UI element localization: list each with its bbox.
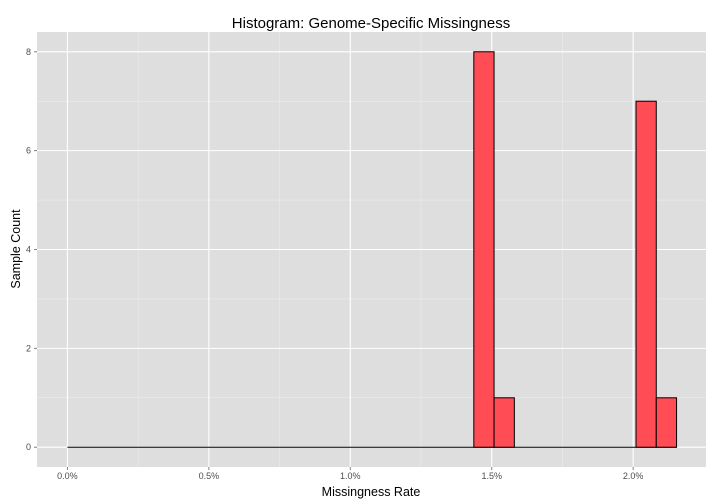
y-tick-label: 0	[26, 442, 31, 452]
histogram-bar	[473, 51, 495, 448]
y-tick-label: 4	[26, 245, 31, 255]
y-tick-label: 8	[26, 47, 31, 57]
histogram-bar	[493, 397, 515, 448]
y-tick-label: 2	[26, 343, 31, 353]
x-tick-label: 1.5%	[481, 471, 502, 481]
chart-title: Histogram: Genome-Specific Missingness	[232, 15, 510, 32]
axis-ticks: 0.0% 0.5% 1.0% 1.5% 2.0% 0 2 4 6 8	[26, 47, 643, 481]
histogram-bar	[635, 100, 657, 448]
x-tick-label: 1.0%	[340, 471, 361, 481]
y-tick-label: 6	[26, 146, 31, 156]
histogram-bar	[655, 397, 678, 448]
x-tick-label: 0.5%	[199, 471, 220, 481]
y-axis-title: Sample Count	[9, 209, 23, 289]
x-tick-label: 0.0%	[57, 471, 78, 481]
x-tick-label: 2.0%	[623, 471, 644, 481]
x-axis-title: Missingness Rate	[322, 485, 421, 499]
histogram-bars	[67, 51, 678, 448]
